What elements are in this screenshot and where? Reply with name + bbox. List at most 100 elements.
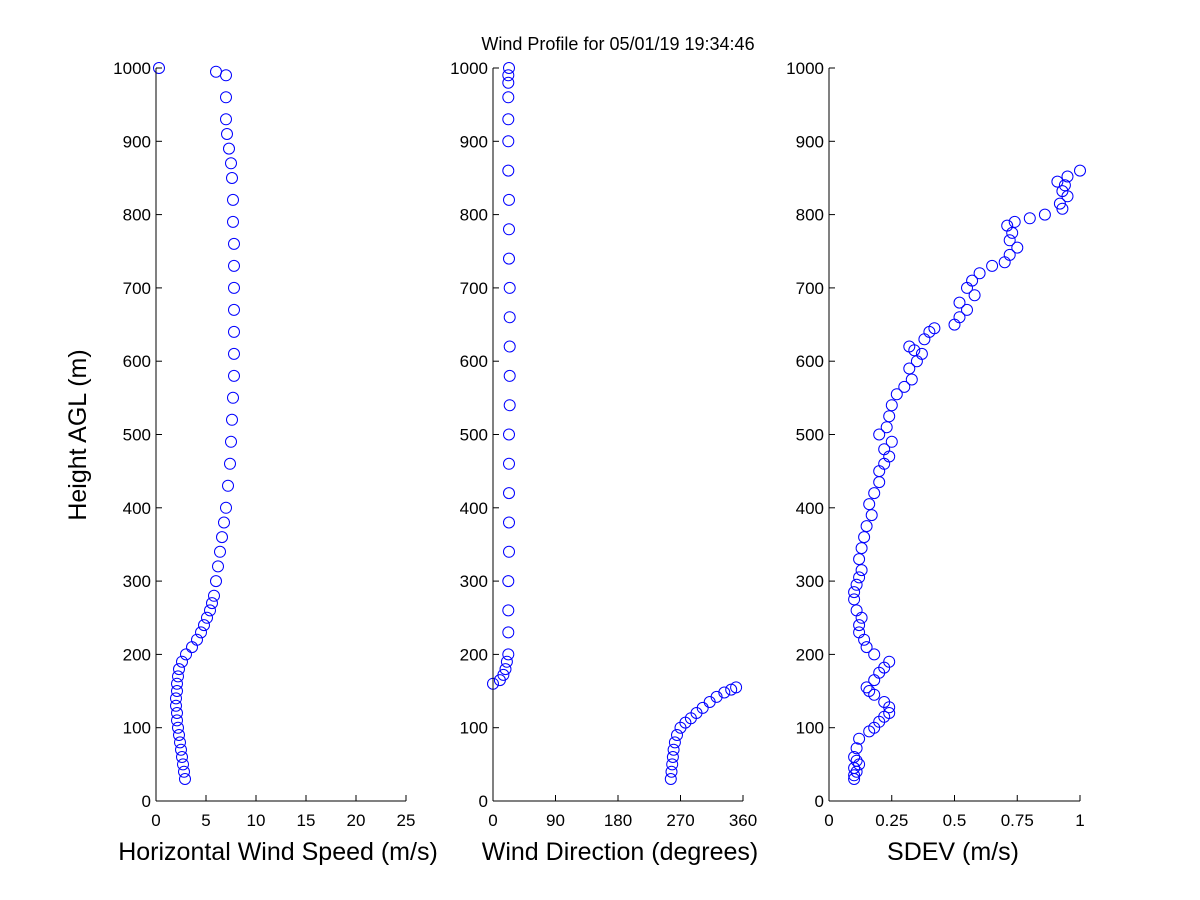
direction-data-point [502, 604, 515, 617]
sdev-data-point [848, 586, 861, 599]
sdev-data-point [848, 593, 861, 606]
sdev-data-point [1056, 185, 1069, 198]
direction-data-point [503, 457, 515, 470]
sdev-data-point [880, 421, 893, 434]
speed-axes: 0 100 200 300 400 500 600 700 800 900 1000 0 5 10 15 20… [113, 59, 415, 830]
speed-data-point [195, 626, 207, 639]
sdev-data-point [903, 362, 916, 375]
direction-data-point [710, 690, 723, 703]
direction-x-tick-label: 180 [604, 811, 632, 830]
speed-data-point [208, 589, 220, 602]
speed-data-point [227, 391, 239, 404]
direction-x-tick-label: 90 [546, 811, 565, 830]
sdev-data-point [860, 681, 873, 694]
speed-data-point [218, 516, 230, 529]
sdev-data-point [961, 303, 973, 316]
sdev-data-point [885, 435, 898, 448]
speed-y-tick-label: 400 [123, 499, 151, 518]
sdev-data-point [883, 410, 896, 423]
sdev-data-point [890, 388, 903, 401]
sdev-y-tick-label: 200 [796, 645, 824, 664]
speed-data-point [180, 648, 192, 661]
sdev-data-point [850, 604, 863, 617]
direction-y-tick-label: 600 [460, 352, 488, 371]
direction-axes: 0 100 200 300 400 500 600 700 800 900 1000 0 90 180 27… [450, 59, 757, 830]
speed-data-point [206, 597, 218, 610]
sdev-data-point [860, 641, 873, 654]
direction-data-point [503, 516, 515, 529]
sdev-data-point [848, 769, 861, 782]
sdev-x-tick-label: 0.25 [875, 811, 908, 830]
direction-x-tick-label: 360 [729, 811, 757, 830]
speed-data-point [171, 677, 183, 690]
direction-y-tick-label: 0 [479, 792, 488, 811]
speed-x-tick-label: 10 [247, 811, 266, 830]
sdev-x-tick-label: 1 [1075, 811, 1084, 830]
sdev-data-point [850, 742, 863, 755]
speed-data-point [220, 113, 232, 126]
sdev-axes: 0 100 200 300 400 500 600 700 800 900 1000 0 0.25 0.5… [786, 59, 1085, 830]
figure-ylabel: Height AGL (m) [64, 349, 92, 520]
speed-data-point [220, 91, 232, 104]
speed-data-point [228, 259, 240, 272]
direction-data-point [666, 758, 679, 771]
speed-data-point [210, 65, 222, 78]
speed-data-point [221, 128, 233, 140]
speed-data-point [170, 699, 182, 712]
direction-data-point [502, 91, 515, 104]
direction-y-tick-label: 200 [460, 645, 488, 664]
direction-data-point [696, 701, 709, 714]
direction-data-point [718, 686, 731, 699]
sdev-x-tick-label: 0 [824, 811, 833, 830]
sdev-data-point [1003, 248, 1016, 261]
speed-data-point [220, 501, 232, 514]
sdev-data-point [915, 347, 928, 360]
speed-data-point [222, 479, 234, 492]
sdev-data-point [883, 655, 896, 668]
speed-data-point [173, 663, 185, 676]
direction-data-point [502, 69, 515, 82]
sdev-data-point [853, 553, 866, 566]
speed-data-point [173, 729, 185, 741]
sdev-data-point [1053, 197, 1066, 210]
direction-data-point [502, 626, 515, 639]
speed-data-point [228, 347, 240, 360]
sdev-data-point [1011, 241, 1024, 254]
sdev-data-point [863, 685, 876, 697]
sdev-data-point [1061, 170, 1074, 183]
panel-sdev: 0 100 200 300 400 500 600 700 800 900 1000 0 0.25 0.5… [786, 59, 1086, 866]
sdev-y-tick-label: 400 [796, 499, 824, 518]
sdev-y-tick-label: 900 [796, 132, 824, 151]
direction-data-point [500, 655, 513, 668]
speed-data-point [153, 62, 165, 74]
speed-data-point [214, 545, 226, 558]
direction-y-tick-label: 300 [460, 572, 488, 591]
speed-data-point [201, 611, 213, 624]
sdev-data-point [850, 578, 863, 591]
speed-data-point [171, 714, 183, 727]
direction-y-tick-label: 700 [460, 279, 488, 298]
sdev-data-point [1008, 215, 1021, 228]
sdev-data-point [853, 732, 866, 745]
sdev-y-tick-label: 800 [796, 206, 824, 225]
speed-markers [153, 62, 240, 785]
sdev-data-point [853, 619, 866, 632]
direction-data-point [502, 76, 515, 89]
speed-data-point [212, 560, 224, 573]
speed-y-tick-label: 0 [142, 792, 151, 811]
speed-data-point [223, 142, 235, 155]
sdev-x-tick-label: 0.75 [1001, 811, 1034, 830]
direction-data-point [503, 399, 516, 412]
speed-data-point [171, 707, 183, 719]
direction-data-point [502, 135, 515, 148]
panel-wind-speed: 0 100 200 300 400 500 600 700 800 900 1000 0 5 10 15 20… [113, 59, 438, 866]
sdev-data-point [855, 564, 868, 577]
direction-data-point [730, 681, 743, 694]
speed-x-tick-label: 25 [397, 811, 416, 830]
direction-y-tick-label: 900 [460, 132, 488, 151]
speed-y-tick-label: 200 [123, 645, 151, 664]
speed-data-point [216, 531, 228, 544]
sdev-data-point [878, 696, 891, 708]
sdev-data-point [873, 428, 886, 441]
